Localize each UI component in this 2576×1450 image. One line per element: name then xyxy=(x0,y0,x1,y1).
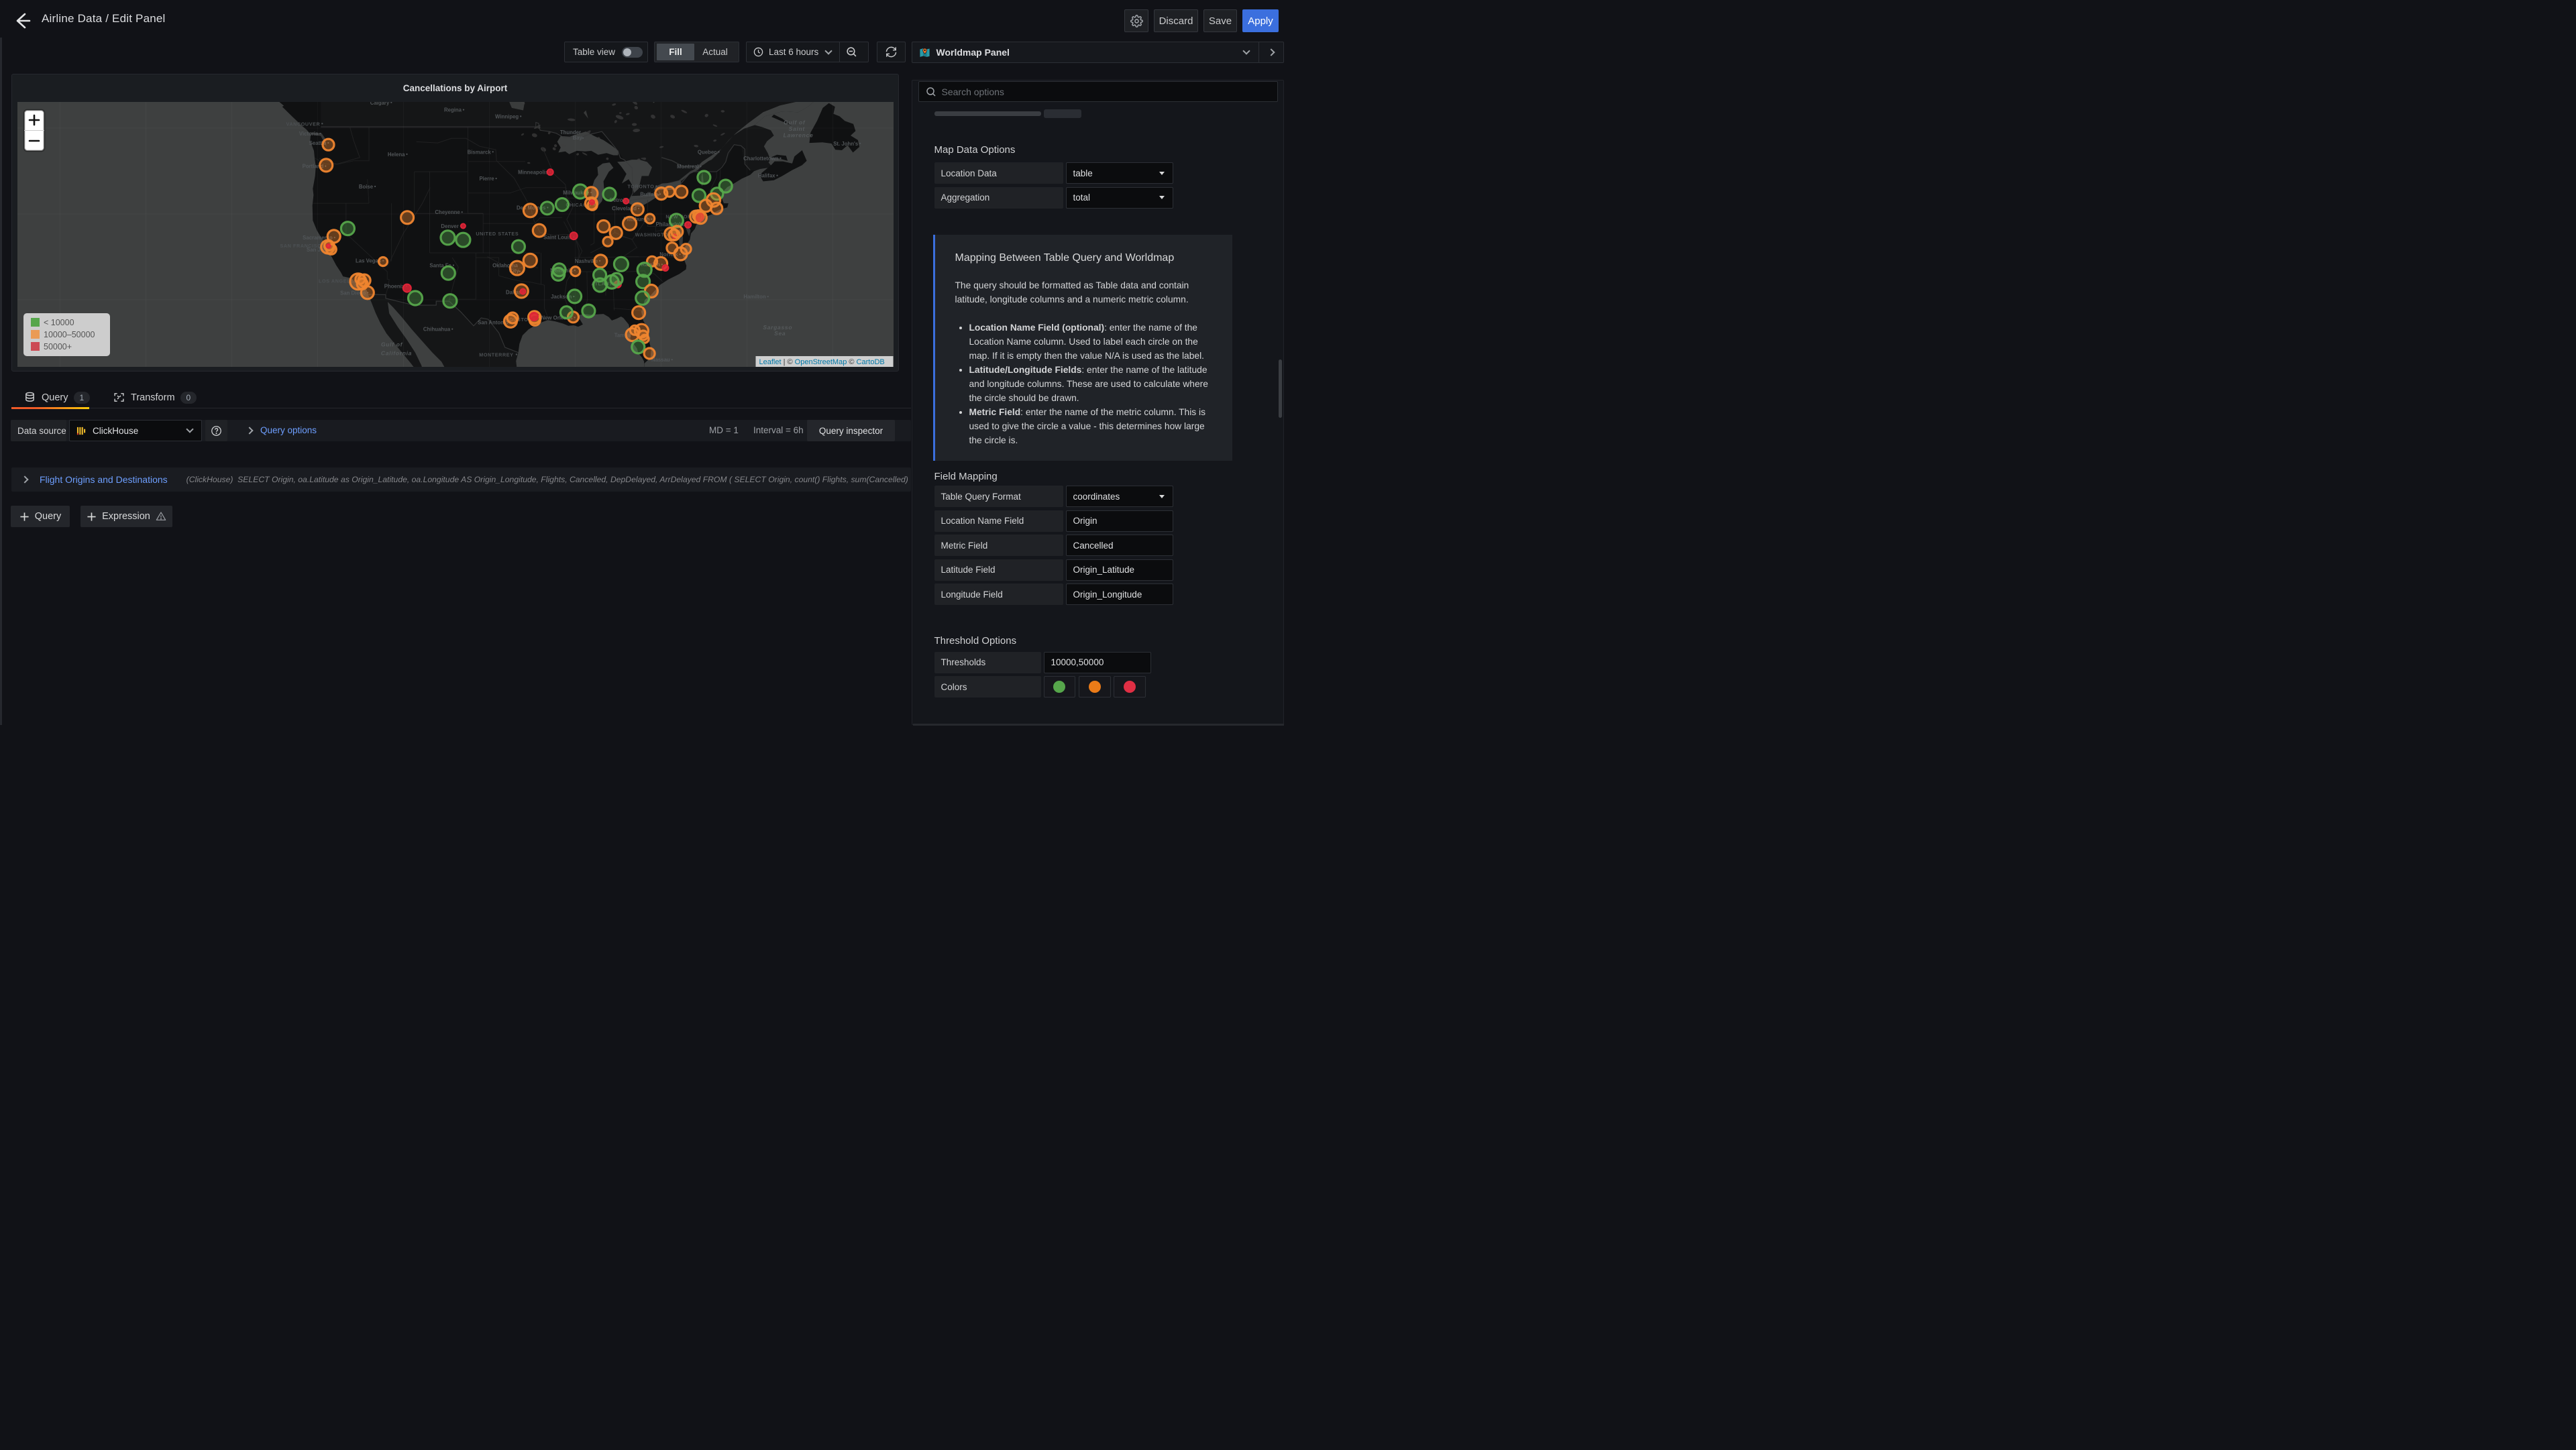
svg-text:Denver: Denver xyxy=(441,223,458,229)
svg-text:10000–50000: 10000–50000 xyxy=(44,330,95,339)
svg-text:St. John's: St. John's xyxy=(833,141,859,147)
svg-text:Thunder: Thunder xyxy=(560,129,581,135)
svg-text:Cheyenne: Cheyenne xyxy=(435,209,460,215)
svg-text:Minneapolis: Minneapolis xyxy=(518,169,549,175)
svg-text:Tampa: Tampa xyxy=(614,332,631,338)
svg-text:Boise: Boise xyxy=(359,184,374,190)
svg-text:Buffalo: Buffalo xyxy=(640,191,658,197)
svg-text:City: City xyxy=(509,268,519,274)
svg-text:Sargasso: Sargasso xyxy=(763,324,792,331)
svg-text:Hamilton: Hamilton xyxy=(743,294,766,300)
svg-text:Milwaukee: Milwaukee xyxy=(563,190,590,196)
svg-text:Gulf of: Gulf of xyxy=(381,341,403,348)
svg-text:Calgary: Calgary xyxy=(370,102,390,106)
svg-text:Memphis: Memphis xyxy=(550,268,573,274)
svg-text:Bay: Bay xyxy=(573,135,583,141)
svg-text:ATLANTA: ATLANTA xyxy=(591,280,616,286)
svg-text:NEW YORK: NEW YORK xyxy=(665,214,695,220)
svg-text:Detroit: Detroit xyxy=(609,197,627,203)
svg-text:California: California xyxy=(381,349,412,356)
svg-text:Pittsburgh: Pittsburgh xyxy=(623,217,649,223)
svg-text:Regina: Regina xyxy=(444,107,462,113)
svg-text:UNITED STATES: UNITED STATES xyxy=(476,231,519,237)
svg-text:Saint Louis: Saint Louis xyxy=(543,235,572,241)
svg-text:Winnipeg: Winnipeg xyxy=(495,113,519,119)
svg-text:Charlottetown: Charlottetown xyxy=(743,156,779,162)
svg-text:Quebec: Quebec xyxy=(698,149,717,155)
svg-text:Helena: Helena xyxy=(388,152,405,158)
svg-text:50000+: 50000+ xyxy=(44,342,72,351)
svg-text:Oklahoma: Oklahoma xyxy=(492,263,518,269)
svg-text:Halifax: Halifax xyxy=(758,173,775,179)
svg-text:Las Vegas: Las Vegas xyxy=(356,258,382,264)
svg-text:SAN FRANCISCO: SAN FRANCISCO xyxy=(280,243,325,249)
svg-text:Cleveland: Cleveland xyxy=(612,206,637,212)
svg-text:Chihuahua: Chihuahua xyxy=(423,327,451,333)
svg-text:Sacramento: Sacramento xyxy=(303,235,333,241)
svg-text:Bismarck: Bismarck xyxy=(468,149,492,155)
svg-text:Sea: Sea xyxy=(774,330,786,337)
svg-text:MONTERREY: MONTERREY xyxy=(479,352,513,358)
svg-text:New Orleans: New Orleans xyxy=(541,315,573,321)
svg-text:Leaflet | © OpenStreetMap © Ca: Leaflet | © OpenStreetMap © CartoDB xyxy=(759,358,885,366)
svg-text:LOS ANGELES: LOS ANGELES xyxy=(319,278,358,284)
svg-text:WASHINGTON: WASHINGTON xyxy=(635,232,672,238)
svg-text:Norfolk: Norfolk xyxy=(659,252,678,258)
svg-text:Santa Fe: Santa Fe xyxy=(429,263,451,269)
svg-text:Phoenix: Phoenix xyxy=(384,284,405,290)
svg-text:VANCOUVER: VANCOUVER xyxy=(286,121,321,127)
svg-text:Nassau: Nassau xyxy=(651,357,670,363)
svg-text:CHICAGO: CHICAGO xyxy=(566,202,591,208)
svg-text:Montreal: Montreal xyxy=(677,164,699,170)
svg-text:Seattle: Seattle xyxy=(309,140,327,146)
svg-text:Jackson: Jackson xyxy=(551,294,572,300)
svg-text:San Diego: San Diego xyxy=(340,290,366,296)
svg-text:Dallas: Dallas xyxy=(506,290,522,296)
svg-text:Gulf of: Gulf of xyxy=(784,119,806,126)
svg-text:TORONTO: TORONTO xyxy=(628,184,655,190)
svg-text:Lawrence: Lawrence xyxy=(784,132,814,139)
svg-text:< 10000: < 10000 xyxy=(44,318,74,327)
svg-text:Portland: Portland xyxy=(303,164,324,170)
svg-text:San Antonio: San Antonio xyxy=(478,319,508,325)
svg-text:Des Moines: Des Moines xyxy=(517,205,546,211)
svg-text:Victoria: Victoria xyxy=(299,131,319,137)
svg-text:Nashville: Nashville xyxy=(575,258,598,264)
svg-text:Pierre: Pierre xyxy=(479,176,494,182)
svg-text:Saint: Saint xyxy=(789,125,806,132)
svg-text:San Jose: San Jose xyxy=(307,247,330,253)
